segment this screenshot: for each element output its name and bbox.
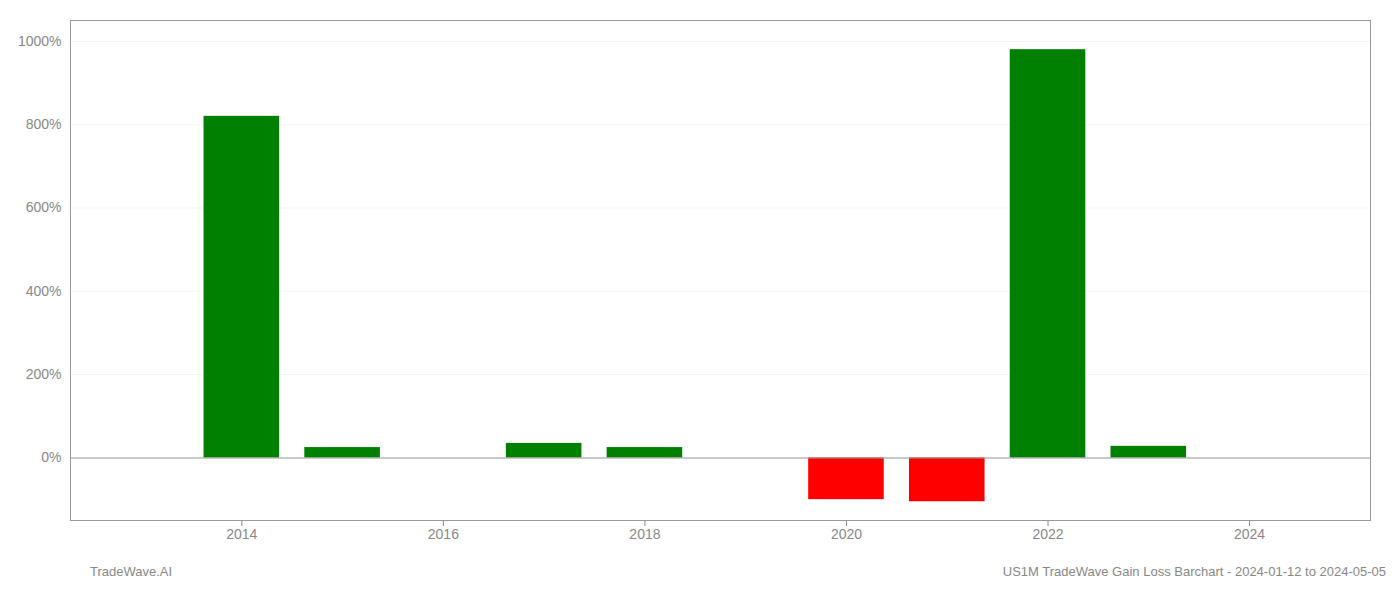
svg-text:600%: 600%: [26, 199, 62, 215]
svg-text:800%: 800%: [26, 116, 62, 132]
svg-text:2022: 2022: [1032, 526, 1063, 542]
svg-text:2024: 2024: [1234, 526, 1265, 542]
svg-text:2014: 2014: [226, 526, 257, 542]
svg-text:2020: 2020: [831, 526, 862, 542]
html-text:TradeWave.AI: TradeWave.AI: [90, 564, 173, 579]
svg-text:400%: 400%: [26, 283, 62, 299]
svg-text:2018: 2018: [629, 526, 660, 542]
svg-text:2016: 2016: [428, 526, 459, 542]
svg-text:200%: 200%: [26, 366, 62, 382]
svg-text:0%: 0%: [41, 449, 61, 465]
html-text:US1M TradeWave Gain Loss Barch: US1M TradeWave Gain Loss Barchart - 2024…: [1002, 564, 1386, 579]
svg-text:1000%: 1000%: [18, 33, 62, 49]
